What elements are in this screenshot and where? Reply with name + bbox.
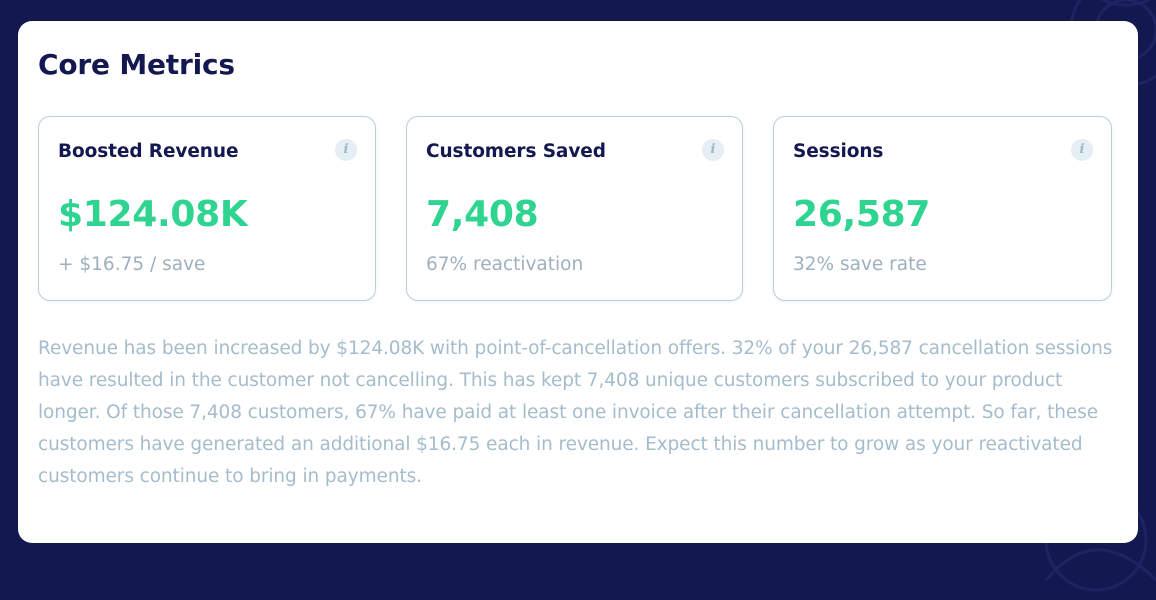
card-subtext: + $16.75 / save [58,254,206,275]
info-icon[interactable]: i [335,139,357,161]
metric-card-customers-saved: Customers Saved i 7,408 67% reactivation [406,116,743,301]
card-title: Sessions [793,141,884,162]
metric-card-boosted-revenue: Boosted Revenue i $124.08K + $16.75 / sa… [38,116,376,301]
metric-card-sessions: Sessions i 26,587 32% save rate [773,116,1112,301]
card-subtext: 67% reactivation [426,254,584,275]
card-value: 7,408 [426,194,539,235]
card-title: Customers Saved [426,141,606,162]
info-icon[interactable]: i [702,139,724,161]
card-value: 26,587 [793,194,931,235]
card-subtext: 32% save rate [793,254,927,275]
metrics-summary-text: Revenue has been increased by $124.08K w… [38,338,1113,487]
core-metrics-panel: Core Metrics Boosted Revenue i $124.08K … [18,21,1138,543]
metric-cards: Boosted Revenue i $124.08K + $16.75 / sa… [38,116,1112,301]
card-title: Boosted Revenue [58,141,239,162]
info-icon[interactable]: i [1071,139,1093,161]
panel-title: Core Metrics [38,48,235,81]
card-value: $124.08K [58,194,248,235]
